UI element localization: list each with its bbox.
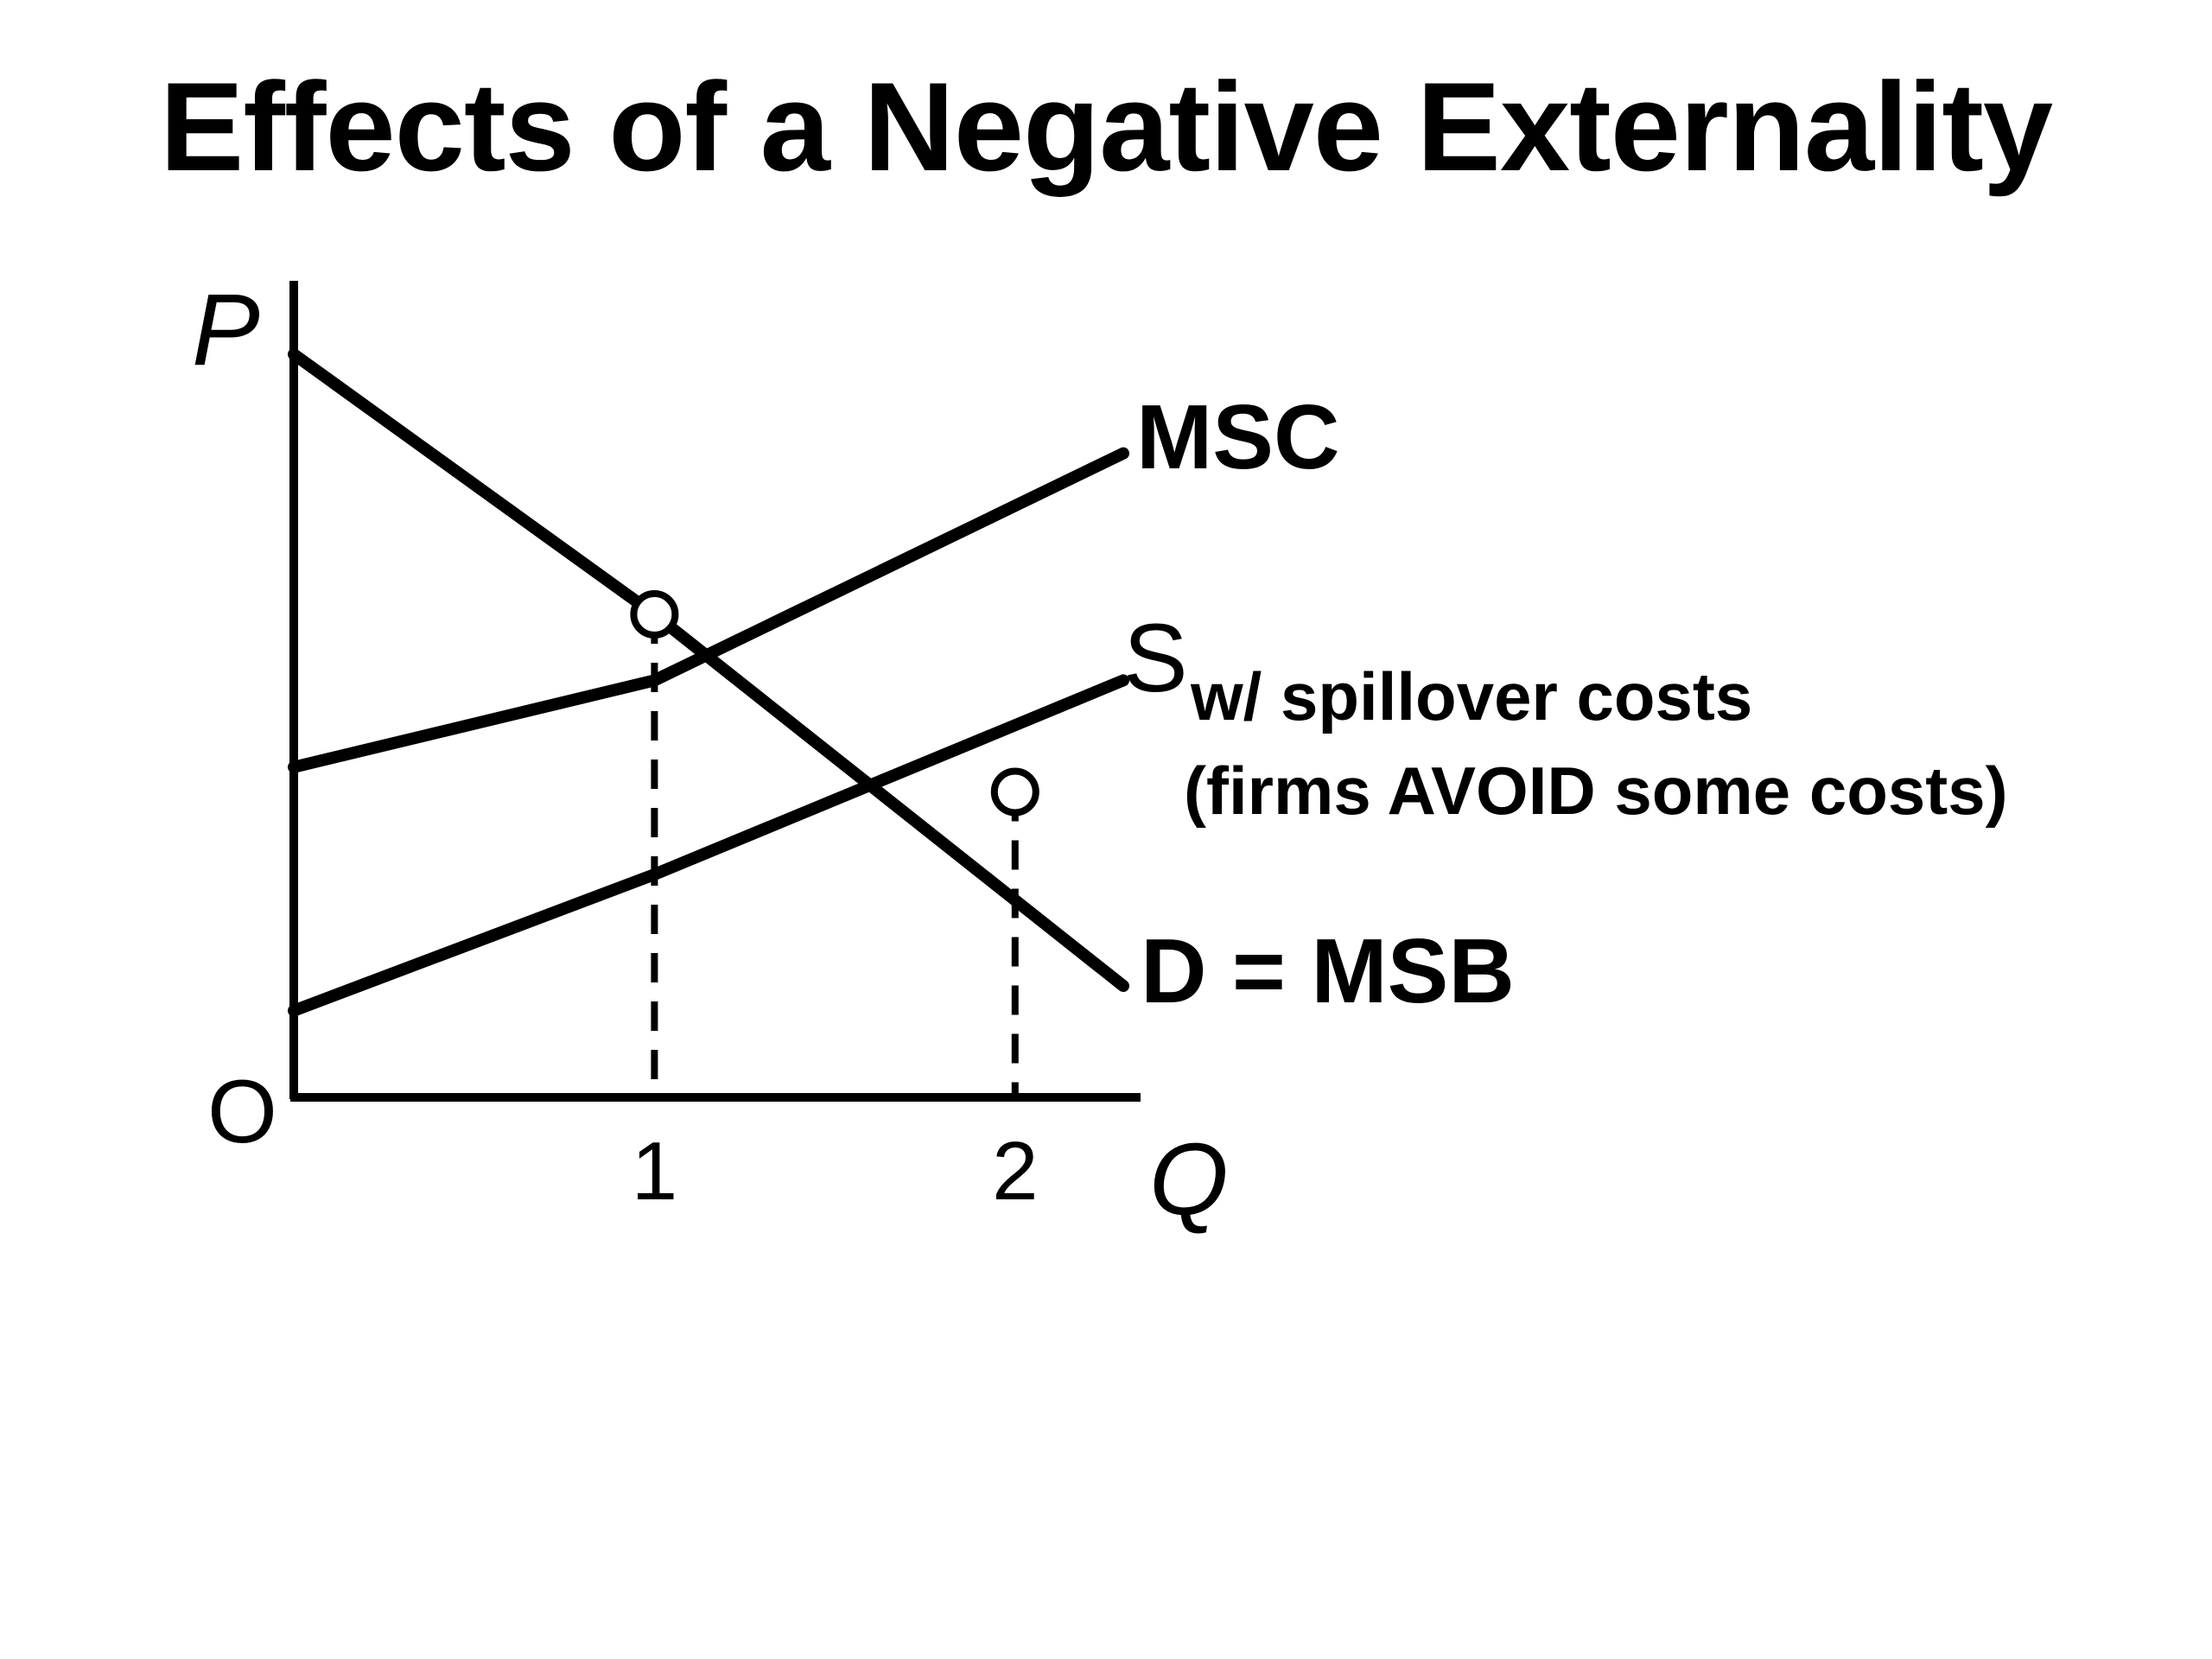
demand-curve: [288, 348, 1129, 992]
supply-curve: [288, 674, 1129, 1017]
labels: P O Q 1 2 MSC S w/ spillover costs (firm…: [192, 273, 2008, 1236]
x-tick-label: 1: [632, 1125, 677, 1217]
equilibrium-markers: [630, 590, 1039, 817]
slide-title: Effects of a Negative Externality: [159, 56, 2053, 197]
equilibrium-point-2: [990, 767, 1039, 817]
series-label-s-subscript: w/ spillover costs: [1190, 658, 1752, 734]
series-label-s: S: [1123, 604, 1188, 712]
curves: [288, 348, 1129, 1017]
series-label-demand: D = MSB: [1141, 920, 1515, 1022]
series-label-s-note: (firms AVOID some costs): [1184, 753, 2008, 829]
msc-curve: [288, 447, 1129, 773]
x-tick-label: 2: [992, 1125, 1038, 1217]
x-axis-label: Q: [1149, 1122, 1229, 1236]
series-label-msc: MSC: [1136, 386, 1340, 488]
axes: [289, 281, 1141, 1102]
y-axis-label: P: [192, 273, 260, 387]
guide-lines: [651, 614, 1019, 1097]
origin-label: O: [207, 1062, 277, 1162]
equilibrium-point-1: [630, 590, 679, 639]
